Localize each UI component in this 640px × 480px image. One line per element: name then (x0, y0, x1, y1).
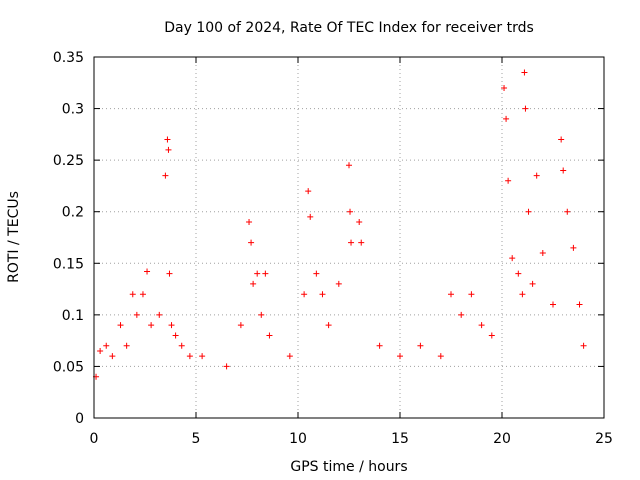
data-point (376, 342, 383, 349)
data-point (521, 69, 528, 76)
y-tick-label: 0 (75, 411, 84, 427)
data-point (156, 311, 163, 318)
data-point (258, 311, 265, 318)
grid-lines (94, 57, 604, 418)
data-point (564, 208, 571, 215)
y-tick-label: 0.25 (53, 153, 84, 169)
y-tick-label: 0.1 (62, 308, 84, 324)
data-point (397, 353, 403, 360)
data-point (109, 353, 116, 360)
data-point (144, 268, 151, 275)
x-tick-label: 10 (289, 431, 307, 447)
data-point (148, 322, 155, 329)
data-point (503, 115, 510, 122)
y-tick-label: 0.15 (53, 256, 84, 272)
data-point (305, 188, 312, 195)
data-point (139, 291, 146, 298)
data-point (550, 301, 556, 308)
data-point (286, 353, 293, 360)
data-point (529, 280, 536, 287)
plot-frame (93, 56, 605, 419)
y-tick-label: 0.05 (53, 359, 84, 375)
data-point (558, 136, 565, 143)
data-point (515, 270, 522, 277)
data-point (488, 332, 495, 339)
data-point (164, 136, 171, 143)
data-point (570, 244, 577, 251)
data-point (580, 342, 587, 349)
data-point (468, 291, 475, 298)
data-point (458, 311, 465, 318)
data-point (346, 162, 352, 169)
data-point (97, 347, 104, 354)
data-point (186, 353, 193, 360)
data-point (335, 280, 342, 287)
y-tick-label: 0.35 (53, 50, 84, 66)
x-tick-label: 20 (493, 431, 511, 447)
data-point (478, 322, 485, 329)
data-point (437, 353, 444, 360)
data-point (246, 219, 253, 226)
data-point (162, 172, 169, 179)
data-point (539, 249, 546, 256)
data-point (250, 280, 257, 287)
data-point (129, 291, 136, 298)
data-point (103, 342, 110, 349)
data-point (165, 146, 172, 153)
x-tick-label: 25 (595, 431, 613, 447)
data-point (505, 177, 512, 184)
data-point (348, 239, 355, 246)
data-point (319, 291, 326, 298)
data-point (168, 322, 175, 329)
data-points (93, 69, 587, 380)
data-point (166, 270, 173, 277)
data-point (199, 353, 206, 360)
data-point (347, 208, 354, 215)
data-point (262, 270, 269, 277)
data-point (522, 105, 529, 112)
data-point (223, 363, 230, 370)
data-point (448, 291, 454, 298)
data-point (509, 255, 516, 262)
data-point (560, 167, 567, 174)
data-point (519, 291, 526, 298)
chart-title: Day 100 of 2024, Rate Of TEC Index for r… (164, 20, 534, 36)
data-point (576, 301, 583, 308)
data-point (501, 84, 508, 91)
y-tick-label: 0.3 (62, 102, 84, 118)
data-point (178, 342, 185, 349)
data-point (301, 291, 308, 298)
data-point (358, 239, 365, 246)
y-axis-label: ROTI / TECUs (6, 191, 22, 283)
data-point (254, 270, 261, 277)
data-point (172, 332, 179, 339)
x-axis-label: GPS time / hours (290, 459, 407, 475)
data-point (248, 239, 255, 246)
data-point (237, 322, 244, 329)
data-point (307, 213, 314, 220)
y-tick-label: 0.2 (62, 205, 84, 221)
data-point (266, 332, 273, 339)
data-point (525, 208, 532, 215)
axis-ticks: 0 5 10 15 20 25 0 0.05 0.1 0.15 0.2 0.25 0.3 0.35 (53, 50, 613, 447)
data-point (417, 342, 424, 349)
data-point (313, 270, 320, 277)
data-point (533, 172, 540, 179)
data-point (325, 322, 332, 329)
data-point (356, 219, 363, 226)
data-point (117, 322, 124, 329)
x-tick-label: 15 (391, 431, 409, 447)
x-tick-label: 0 (90, 431, 99, 447)
x-tick-label: 5 (192, 431, 201, 447)
data-point (133, 311, 140, 318)
data-point (123, 342, 130, 349)
